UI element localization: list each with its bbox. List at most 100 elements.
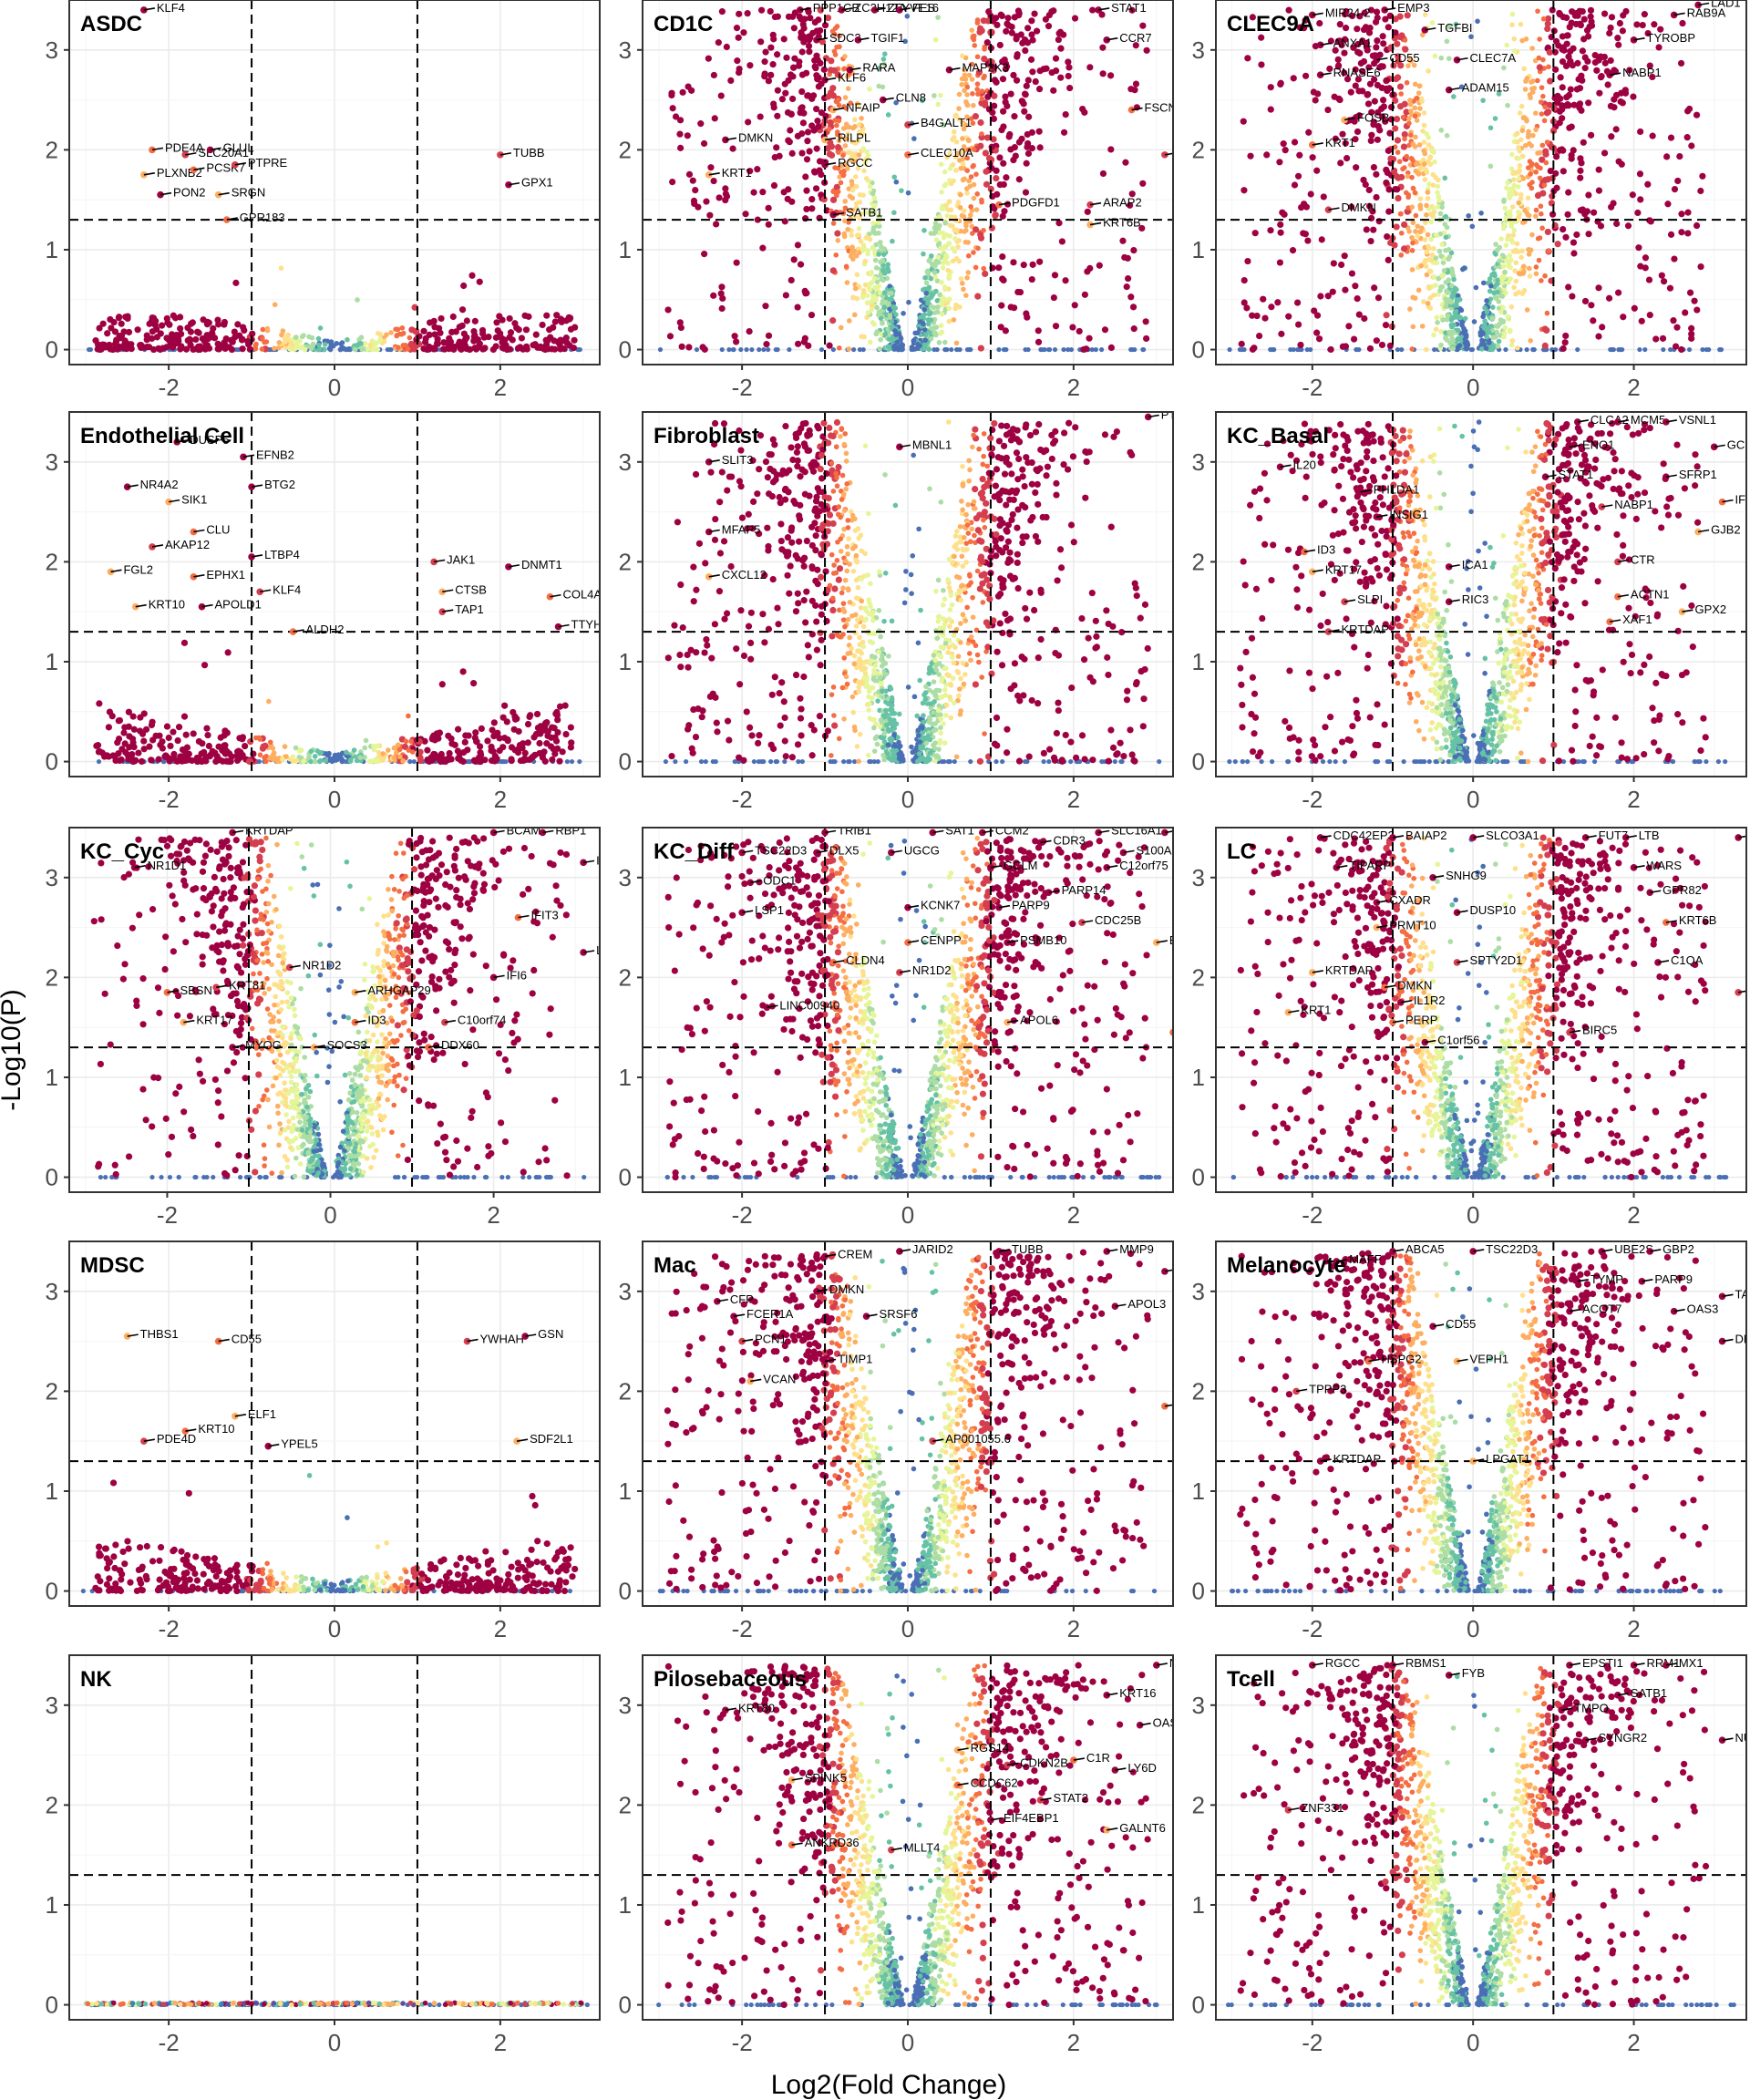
point bbox=[689, 177, 696, 184]
point bbox=[1313, 329, 1321, 336]
point bbox=[711, 419, 719, 427]
point bbox=[1438, 342, 1444, 348]
point bbox=[1489, 315, 1496, 321]
point bbox=[393, 326, 398, 332]
point bbox=[1039, 513, 1046, 521]
point bbox=[376, 338, 383, 345]
point bbox=[1601, 149, 1609, 157]
point bbox=[1487, 288, 1493, 294]
point bbox=[1365, 186, 1373, 194]
point bbox=[684, 132, 691, 139]
point bbox=[177, 753, 184, 760]
point bbox=[990, 136, 997, 143]
point bbox=[964, 168, 971, 174]
point bbox=[1382, 322, 1390, 329]
gene-label: GLUL bbox=[223, 140, 254, 154]
point bbox=[1614, 35, 1621, 42]
point bbox=[1606, 29, 1613, 37]
point bbox=[1664, 201, 1672, 208]
point bbox=[315, 335, 322, 342]
point bbox=[926, 284, 932, 291]
point bbox=[948, 207, 954, 213]
point bbox=[722, 196, 729, 204]
point bbox=[338, 341, 344, 347]
point bbox=[1432, 159, 1437, 165]
point bbox=[301, 333, 306, 338]
point bbox=[813, 105, 820, 113]
point bbox=[959, 81, 964, 88]
point bbox=[950, 161, 956, 168]
point bbox=[983, 39, 991, 46]
point bbox=[801, 287, 808, 295]
y-tick-label: 1 bbox=[1192, 236, 1205, 263]
point bbox=[1588, 302, 1595, 309]
point bbox=[1298, 204, 1305, 211]
point bbox=[1464, 339, 1469, 345]
point bbox=[177, 324, 184, 333]
point bbox=[259, 346, 265, 352]
point bbox=[981, 509, 988, 516]
point bbox=[926, 687, 932, 694]
point bbox=[1552, 37, 1560, 45]
point bbox=[849, 232, 855, 238]
point bbox=[1330, 260, 1337, 267]
point bbox=[1503, 215, 1509, 221]
point bbox=[933, 288, 939, 294]
point bbox=[1441, 267, 1447, 273]
point bbox=[808, 205, 816, 212]
point bbox=[968, 539, 973, 545]
point bbox=[1596, 89, 1603, 97]
point bbox=[1568, 155, 1575, 162]
point bbox=[715, 39, 722, 46]
point bbox=[762, 303, 769, 310]
point bbox=[407, 758, 413, 765]
point bbox=[668, 91, 675, 99]
point bbox=[1657, 26, 1664, 33]
point bbox=[1327, 345, 1334, 354]
point bbox=[1067, 738, 1075, 746]
point bbox=[756, 732, 763, 739]
label-leader-line bbox=[177, 439, 189, 443]
point bbox=[676, 130, 684, 138]
point bbox=[979, 96, 985, 102]
point bbox=[294, 341, 300, 346]
point bbox=[1402, 46, 1409, 53]
point bbox=[1438, 328, 1444, 335]
point bbox=[854, 272, 860, 278]
point bbox=[984, 463, 990, 469]
point bbox=[711, 536, 719, 543]
point bbox=[354, 757, 360, 764]
point bbox=[718, 283, 726, 291]
point bbox=[887, 313, 893, 318]
point bbox=[1006, 130, 1014, 139]
point bbox=[411, 758, 417, 765]
point bbox=[504, 737, 511, 745]
point bbox=[1024, 77, 1032, 84]
point bbox=[808, 311, 816, 319]
point bbox=[1010, 71, 1017, 79]
point bbox=[1438, 253, 1444, 259]
point bbox=[503, 718, 510, 726]
point bbox=[1258, 61, 1265, 68]
point bbox=[1396, 159, 1403, 165]
point bbox=[551, 318, 559, 325]
point bbox=[345, 336, 350, 343]
point bbox=[1456, 327, 1461, 334]
point bbox=[354, 343, 360, 348]
point bbox=[736, 68, 743, 77]
point bbox=[461, 738, 468, 746]
point bbox=[1512, 170, 1518, 175]
point bbox=[143, 336, 150, 344]
point bbox=[881, 51, 888, 57]
point bbox=[889, 618, 895, 624]
point bbox=[833, 252, 839, 258]
point bbox=[239, 345, 246, 353]
point bbox=[1371, 76, 1378, 83]
point bbox=[855, 166, 861, 171]
point bbox=[140, 710, 148, 717]
point bbox=[936, 340, 942, 345]
gene-label: KRT1 bbox=[722, 166, 752, 180]
point bbox=[843, 263, 849, 270]
point bbox=[1253, 312, 1261, 320]
point bbox=[1443, 296, 1448, 302]
